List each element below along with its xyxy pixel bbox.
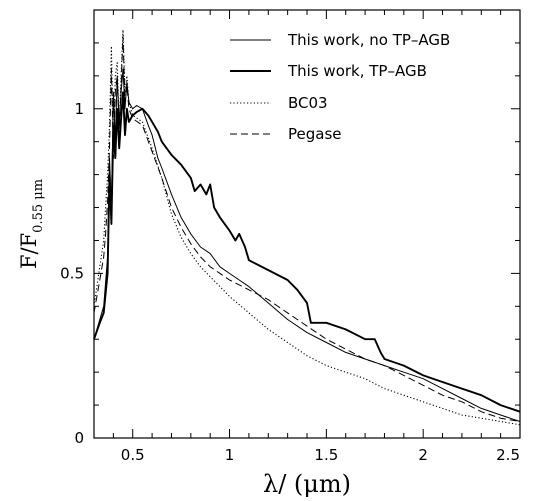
legend-label: This work, no TP–AGB bbox=[287, 31, 450, 49]
x-axis-label: λ/ (μm) bbox=[263, 470, 351, 498]
x-tick-label: 2 bbox=[418, 446, 428, 464]
legend-label: BC03 bbox=[288, 94, 328, 112]
y-tick-label: 0 bbox=[74, 429, 84, 447]
series-line-thick bbox=[93, 91, 521, 413]
x-tick-label: 1.5 bbox=[314, 446, 338, 464]
series-line-dotted bbox=[93, 29, 521, 426]
series-line-thin bbox=[93, 68, 521, 422]
legend-label: This work, TP–AGB bbox=[287, 62, 427, 80]
x-tick-label: 2.5 bbox=[496, 446, 520, 464]
y-axis-label: F/F0.55 μm bbox=[17, 179, 46, 269]
y-axis-label-main: F/F bbox=[17, 233, 41, 269]
y-axis-label-sub: 0.55 μm bbox=[31, 179, 46, 233]
y-tick-label: 1 bbox=[74, 100, 84, 118]
x-tick-label: 0.5 bbox=[121, 446, 145, 464]
series-layer bbox=[93, 29, 521, 426]
x-tick-label: 1 bbox=[225, 446, 235, 464]
y-tick-label: 0.5 bbox=[60, 264, 84, 282]
ticks: 0.5 1 1.5 2 2.5 0 0.5 1 bbox=[60, 9, 521, 464]
legend-label: Pegase bbox=[288, 125, 342, 143]
legend: This work, no TP–AGB This work, TP–AGB BC0… bbox=[230, 31, 450, 143]
